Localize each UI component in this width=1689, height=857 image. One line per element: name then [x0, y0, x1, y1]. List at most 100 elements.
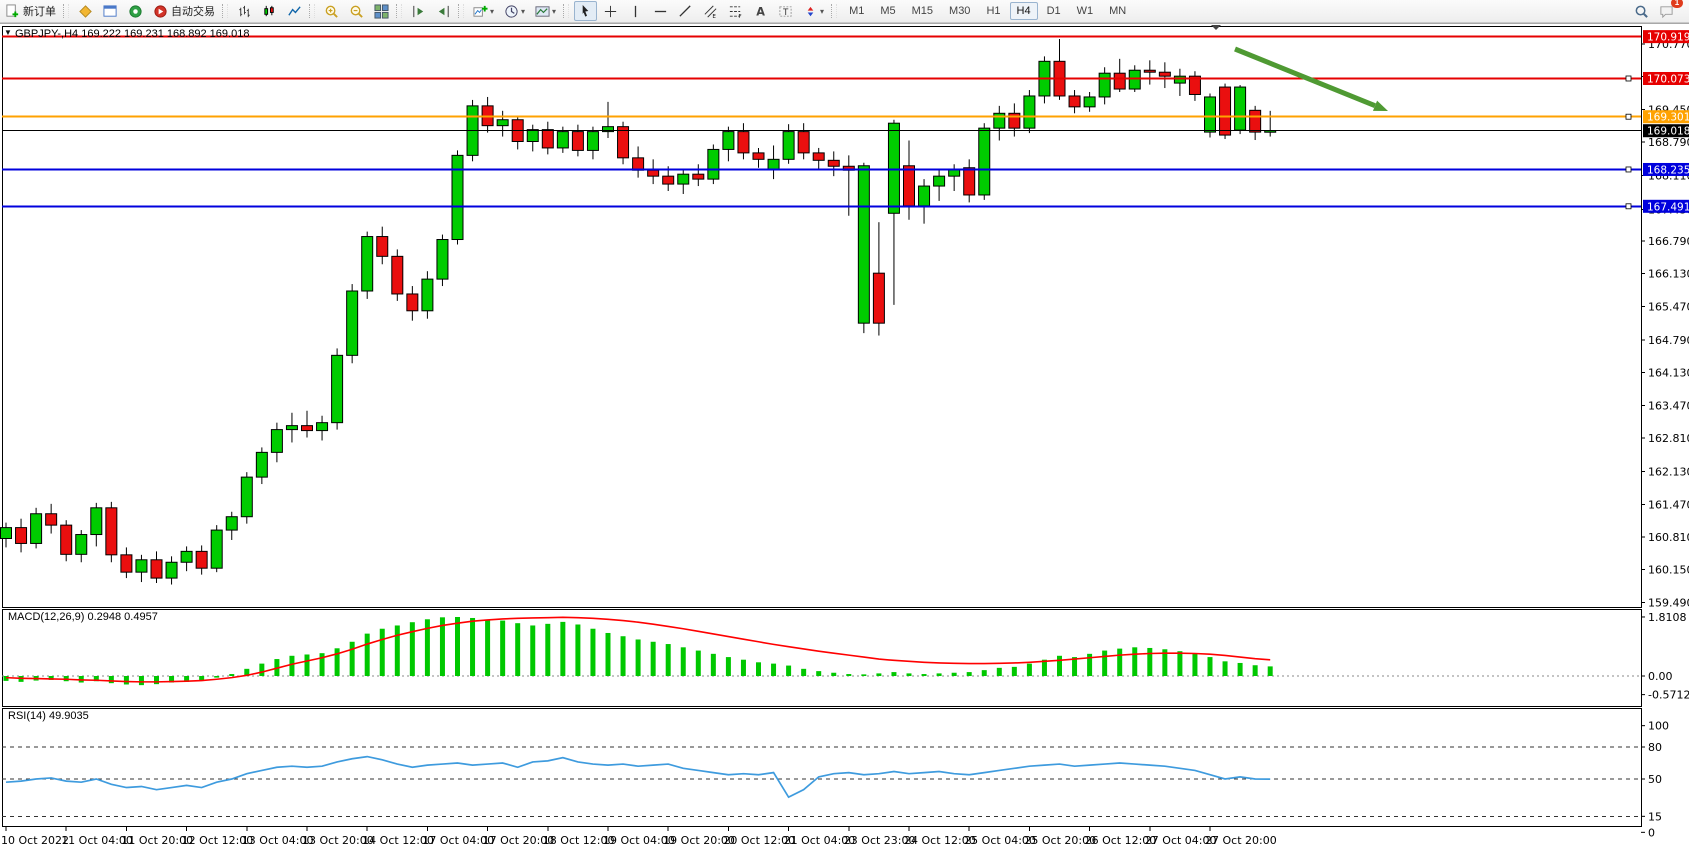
- timeframe-m30-button[interactable]: M30: [949, 5, 971, 17]
- chart-shift-marker[interactable]: [1211, 25, 1221, 30]
- vertical-line-button[interactable]: [624, 1, 647, 21]
- tile-windows-button[interactable]: [370, 1, 393, 21]
- chart-canvas[interactable]: 170.770170.110169.450168.790168.110167.4…: [0, 24, 1689, 857]
- zoom-out-icon: [350, 5, 363, 18]
- toolbar-separator: [222, 4, 228, 18]
- zoom-out-button[interactable]: [345, 1, 368, 21]
- data-window-button[interactable]: [99, 1, 122, 21]
- profiles-button[interactable]: ▾: [500, 1, 529, 21]
- timeframe-h1-button[interactable]: H1: [986, 5, 1001, 17]
- crosshair-button[interactable]: [599, 1, 622, 21]
- candle-body: [541, 129, 554, 149]
- new-order-button[interactable]: 新订单: [1, 1, 60, 21]
- candle-body: [421, 278, 434, 312]
- search-button[interactable]: [1630, 1, 1653, 21]
- svg-text:163.470: 163.470: [1648, 399, 1689, 412]
- macd-signal-line: [5, 616, 1271, 683]
- macd-bar: [199, 676, 205, 681]
- macd-bar: [214, 676, 220, 678]
- candle-body: [135, 559, 148, 573]
- macd-bar: [816, 671, 822, 676]
- macd-bar: [665, 644, 671, 676]
- text-label-button[interactable]: T: [774, 1, 797, 21]
- timeframe-d1-button[interactable]: D1: [1046, 5, 1061, 17]
- chart-shift-button[interactable]: [432, 1, 455, 21]
- timeframe-w1-button[interactable]: W1: [1076, 5, 1094, 17]
- profiles-icon: [505, 4, 518, 18]
- svg-text:168.235: 168.235: [1647, 164, 1689, 176]
- svg-text:167.491: 167.491: [1647, 201, 1689, 213]
- one-click-collapse-icon[interactable]: ▼: [4, 28, 12, 37]
- toolbar-separator: [309, 4, 315, 18]
- cursor-icon: [582, 4, 589, 17]
- hline-handle[interactable]: [1625, 203, 1632, 210]
- fibonacci-button[interactable]: F: [724, 1, 747, 21]
- candle-body: [602, 126, 614, 133]
- svg-text:17 Oct 04:00: 17 Oct 04:00: [422, 834, 494, 847]
- candle-body: [301, 425, 313, 432]
- svg-text:15: 15: [1648, 810, 1662, 823]
- macd-bar: [575, 624, 581, 676]
- macd-bar: [409, 622, 415, 676]
- auto-scroll-button[interactable]: [407, 1, 430, 21]
- hline-price-tag: [1643, 110, 1689, 124]
- svg-text:23 Oct 23:00: 23 Oct 23:00: [844, 834, 916, 847]
- arrows-button[interactable]: ▾: [799, 1, 828, 21]
- zoom-in-button[interactable]: [320, 1, 343, 21]
- macd-bar: [48, 676, 54, 680]
- timeframe-mn-button[interactable]: MN: [1109, 5, 1127, 17]
- chat-icon: [1660, 5, 1673, 18]
- macd-bar: [605, 632, 611, 676]
- timeframe-h4-button[interactable]: H4: [1009, 2, 1038, 20]
- templates-button[interactable]: ▾: [531, 1, 560, 21]
- candle-body: [285, 425, 298, 431]
- macd-bar: [515, 623, 521, 676]
- trend-arrow-object[interactable]: [1234, 46, 1388, 111]
- timeframe-m1-button[interactable]: M1: [849, 5, 865, 17]
- equidistant-channel-button[interactable]: E: [699, 1, 722, 21]
- macd-bar: [921, 674, 927, 676]
- candle-body: [210, 529, 223, 569]
- notifications-button[interactable]: 1: [1655, 0, 1683, 21]
- new-chart-dropdown-icon[interactable]: ▾: [490, 6, 495, 16]
- candle-body: [1158, 71, 1171, 77]
- market-watch-button[interactable]: [74, 1, 97, 21]
- bar-chart-button[interactable]: [233, 1, 256, 21]
- trendline-button[interactable]: [674, 1, 697, 21]
- profiles-dropdown-icon[interactable]: ▾: [521, 6, 526, 16]
- svg-text:11 Oct 20:00: 11 Oct 20:00: [121, 834, 193, 847]
- auto-trading-button[interactable]: 自动交易: [149, 1, 219, 21]
- text-button[interactable]: A: [749, 1, 772, 21]
- hline-handle[interactable]: [1625, 75, 1632, 82]
- line-chart-icon: [288, 5, 301, 16]
- candlestick-chart-button[interactable]: [258, 1, 281, 21]
- line-chart-button[interactable]: [283, 1, 306, 21]
- arrows-dropdown-icon[interactable]: ▾: [820, 6, 825, 16]
- macd-bar: [244, 668, 250, 676]
- candle-body: [0, 527, 12, 539]
- macd-bar: [786, 665, 792, 676]
- horizontal-line-button[interactable]: [649, 1, 672, 21]
- timeframe-m15-button[interactable]: M15: [911, 5, 934, 17]
- macd-bar: [1162, 649, 1168, 676]
- macd-bar: [801, 668, 807, 676]
- chart-window[interactable]: 170.770170.110169.450168.790168.110167.4…: [0, 23, 1689, 857]
- macd-bar: [695, 650, 701, 676]
- hline-handle[interactable]: [1625, 166, 1632, 173]
- main-toolbar: 新订单 自动交易 ▾ ▾ ▾ E F A T ▾ M1 M5 M15 M30 H1 H4 D1 W1 MN 1: [0, 0, 1689, 23]
- cursor-button[interactable]: [574, 1, 598, 21]
- templates-dropdown-icon[interactable]: ▾: [552, 6, 557, 16]
- new-chart-button[interactable]: ▾: [469, 1, 498, 21]
- macd-bar: [560, 621, 566, 676]
- macd-bar: [771, 663, 777, 676]
- navigator-button[interactable]: [124, 1, 147, 21]
- navigator-icon: [129, 4, 142, 18]
- hline-handle[interactable]: [1625, 113, 1632, 120]
- svg-text:168.790: 168.790: [1648, 136, 1689, 149]
- macd-bar: [1192, 653, 1198, 676]
- candle-body: [1219, 86, 1232, 136]
- candle-body: [1249, 109, 1262, 133]
- candle-body: [406, 293, 419, 312]
- timeframe-m5-button[interactable]: M5: [880, 5, 896, 17]
